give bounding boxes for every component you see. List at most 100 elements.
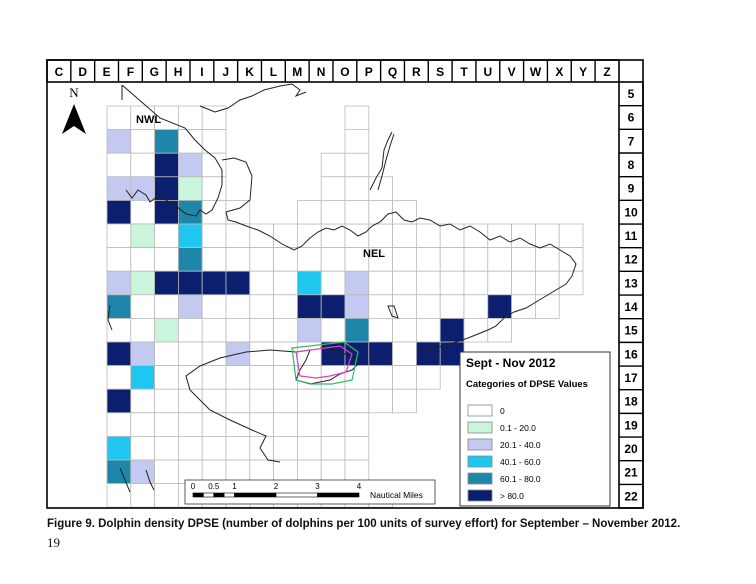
row-label: 15	[624, 324, 638, 338]
grid-cell	[392, 199, 417, 225]
grid-cell	[487, 294, 512, 319]
grid-cell	[130, 388, 156, 414]
grid-cell	[154, 270, 179, 296]
grid-cell	[130, 294, 156, 319]
region-label-nwl: NWL	[136, 114, 161, 126]
column-label: W	[530, 65, 542, 79]
grid-cell	[154, 459, 179, 485]
grid-cell	[344, 435, 370, 461]
grid-cell	[177, 317, 203, 343]
column-label: C	[55, 65, 64, 79]
legend-swatch	[467, 489, 493, 502]
north-arrow-icon	[62, 104, 86, 134]
grid-cell	[201, 223, 227, 249]
grid-cell	[273, 294, 298, 319]
coastline	[107, 83, 577, 493]
row-label: 5	[628, 87, 635, 101]
row-label: 11	[625, 229, 638, 243]
column-label: I	[200, 65, 203, 79]
grid-cell	[225, 388, 251, 414]
grid-cell	[558, 270, 584, 296]
column-label: K	[245, 65, 254, 79]
grid-cell	[177, 294, 203, 319]
grid-cell	[320, 388, 346, 414]
grid-cell	[249, 365, 275, 390]
legend-item-label: 60.1 - 80.0	[500, 474, 541, 484]
grid-cell	[154, 223, 179, 249]
grid-cell	[415, 270, 441, 296]
grid-cell	[273, 435, 298, 461]
grid-cell	[225, 317, 251, 343]
grid-cell	[463, 270, 489, 296]
grid-cell	[439, 270, 465, 296]
grid-cell	[106, 105, 132, 131]
column-label: Y	[579, 65, 587, 79]
grid-cell	[106, 270, 132, 296]
column-label: M	[292, 65, 302, 79]
scale-tick-label: 0.5	[208, 482, 220, 491]
grid-cell	[130, 129, 156, 154]
grid-cell	[249, 341, 275, 367]
column-label: T	[460, 65, 468, 79]
column-label: O	[340, 65, 349, 79]
column-label: Z	[603, 65, 610, 79]
grid-cell	[225, 247, 251, 272]
grid-cell	[439, 294, 465, 319]
grid-cell	[106, 317, 132, 343]
legend-item-label: 0.1 - 20.0	[500, 423, 536, 433]
grid-cell	[177, 129, 203, 154]
grid-cell	[344, 294, 370, 319]
grid-cell	[177, 412, 203, 437]
column-label: D	[78, 65, 87, 79]
legend-swatch	[467, 438, 493, 451]
grid-cell	[249, 435, 275, 461]
legend-item-label: > 80.0	[500, 491, 524, 501]
grid-cell	[320, 317, 346, 343]
grid-cell	[368, 270, 393, 296]
legend-swatch	[467, 455, 493, 468]
scale-bar: 0 0.5 1 2 3 4 Nautical Miles	[184, 479, 436, 505]
grid-cell	[487, 270, 512, 296]
grid-cell	[320, 341, 346, 367]
grid-cell	[368, 294, 393, 319]
grid-cell	[273, 247, 298, 272]
grid-cell	[344, 270, 370, 296]
grid-cell	[344, 317, 370, 343]
grid-cell	[344, 105, 370, 131]
grid-cell	[535, 294, 560, 319]
grid-cell	[201, 199, 227, 225]
grid-cell	[296, 270, 322, 296]
scale-tick-label: 0	[191, 482, 196, 491]
grid-cell	[154, 294, 179, 319]
grid-cell	[106, 247, 132, 272]
grid-cell	[201, 247, 227, 272]
grid-cell	[177, 105, 203, 131]
grid-cell	[296, 412, 322, 437]
column-label: H	[174, 65, 183, 79]
grid-cell	[535, 247, 560, 272]
grid-cell	[415, 247, 441, 272]
grid-cell	[320, 247, 346, 272]
grid-cell	[130, 152, 156, 178]
grid-cell	[320, 365, 346, 390]
grid-cell	[249, 317, 275, 343]
page-number: 19	[47, 535, 60, 550]
grid-cell	[201, 317, 227, 343]
row-label: 8	[628, 158, 635, 172]
grid-cell	[177, 365, 203, 390]
grid-cell	[130, 341, 156, 367]
grid-cell	[154, 365, 179, 390]
grid-cell	[368, 341, 393, 367]
grid-cell	[296, 435, 322, 461]
legend-item-label: 40.1 - 60.0	[500, 457, 541, 467]
grid-cell	[344, 152, 370, 178]
column-label: U	[484, 65, 493, 79]
grid-cell	[415, 294, 441, 319]
grid-cell	[130, 483, 156, 508]
grid-cell	[106, 223, 132, 249]
grid-cell	[225, 270, 251, 296]
row-label: 17	[624, 371, 638, 385]
row-label: 9	[628, 182, 635, 196]
row-label: 14	[624, 300, 638, 314]
grid-cell	[130, 223, 156, 249]
